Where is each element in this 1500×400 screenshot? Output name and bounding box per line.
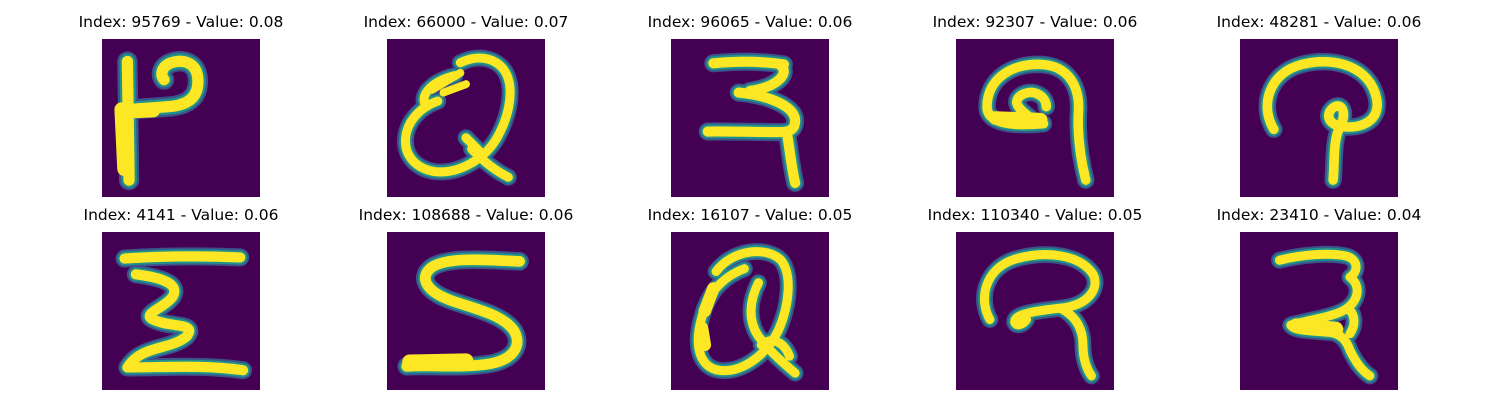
grid-panel: Index: 110340 - Value: 0.05 xyxy=(928,205,1142,392)
grid-panel: Index: 23410 - Value: 0.04 xyxy=(1217,205,1421,392)
grid-panel: Index: 96065 - Value: 0.06 xyxy=(648,12,852,199)
curl-9-icon xyxy=(956,39,1114,197)
panel-title: Index: 95769 - Value: 0.08 xyxy=(78,13,284,31)
grid-panel: Index: 4141 - Value: 0.06 xyxy=(84,205,278,392)
panel-title: Index: 92307 - Value: 0.06 xyxy=(932,13,1138,31)
grid-panel: Index: 48281 - Value: 0.06 xyxy=(1217,12,1421,199)
hook-2-icon xyxy=(1240,232,1398,390)
hook-3-icon xyxy=(671,39,829,197)
panel-title: Index: 108688 - Value: 0.06 xyxy=(358,206,574,224)
grid-panel: Index: 66000 - Value: 0.07 xyxy=(364,12,568,199)
panel-title: Index: 23410 - Value: 0.04 xyxy=(1216,206,1422,224)
panel-title: Index: 16107 - Value: 0.05 xyxy=(647,206,853,224)
grid-panel: Index: 16107 - Value: 0.05 xyxy=(648,205,852,392)
panel-title: Index: 48281 - Value: 0.06 xyxy=(1216,13,1422,31)
h-letter-icon xyxy=(102,39,260,197)
zigzag-z-icon xyxy=(102,232,260,390)
looped-q-icon xyxy=(387,39,545,197)
grid-panel: Index: 92307 - Value: 0.06 xyxy=(933,12,1137,199)
panel-title: Index: 110340 - Value: 0.05 xyxy=(927,206,1143,224)
grid-panel: Index: 108688 - Value: 0.06 xyxy=(359,205,573,392)
letter-s-icon xyxy=(387,232,545,390)
loop-r-icon xyxy=(956,232,1114,390)
panel-title: Index: 96065 - Value: 0.06 xyxy=(647,13,853,31)
panel-title: Index: 66000 - Value: 0.07 xyxy=(363,13,569,31)
grid-panel: Index: 95769 - Value: 0.08 xyxy=(79,12,283,199)
panel-title: Index: 4141 - Value: 0.06 xyxy=(83,206,279,224)
tilted-q-icon xyxy=(671,232,829,390)
arch-p-icon xyxy=(1240,39,1398,197)
